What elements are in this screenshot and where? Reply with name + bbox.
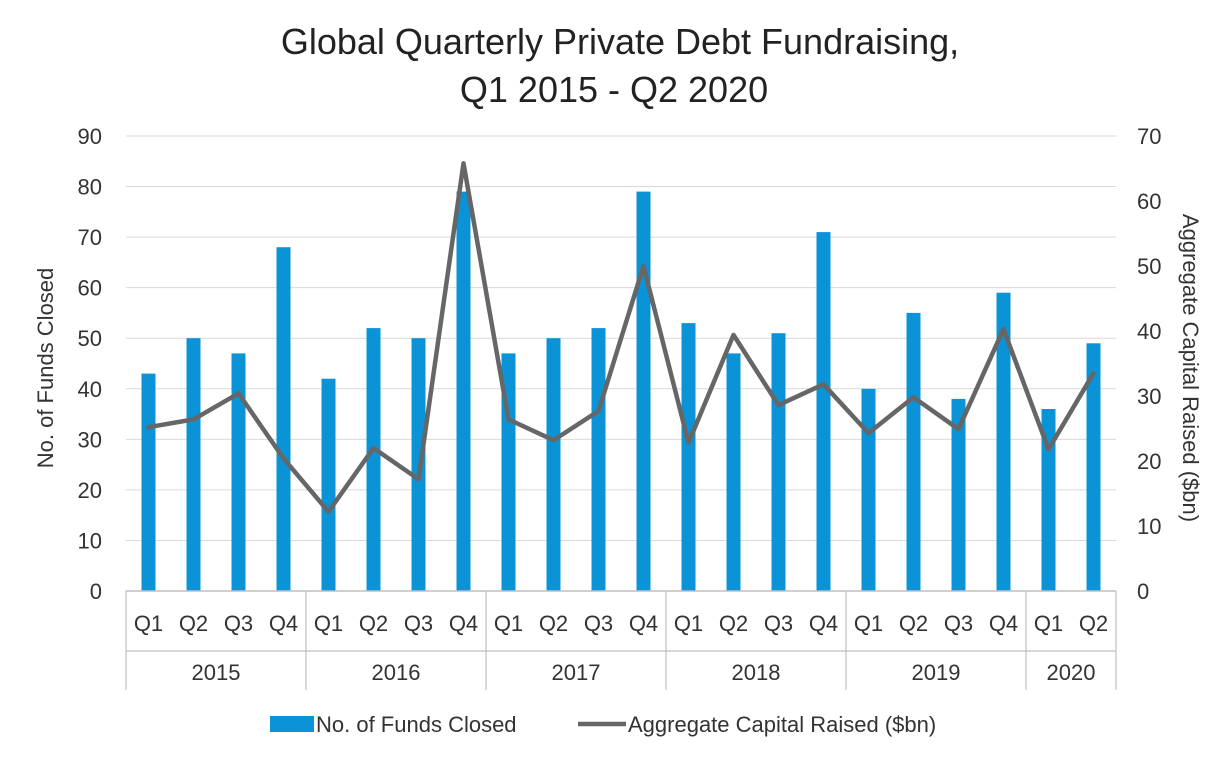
year-label: 2015	[192, 660, 241, 685]
right-tick-label: 0	[1137, 579, 1149, 604]
quarter-label: Q3	[224, 611, 253, 636]
bar-funds-closed	[861, 388, 876, 591]
left-tick-label: 60	[78, 276, 102, 301]
quarter-label: Q2	[179, 611, 208, 636]
chart-title: Global Quarterly Private Debt Fundraisin…	[281, 21, 959, 110]
quarter-label: Q3	[584, 611, 613, 636]
right-tick-label: 20	[1137, 449, 1161, 474]
quarter-label: Q2	[719, 611, 748, 636]
quarter-label: Q2	[1079, 611, 1108, 636]
right-tick-label: 50	[1137, 254, 1161, 279]
right-tick-label: 10	[1137, 514, 1161, 539]
bar-funds-closed	[636, 191, 651, 591]
legend-bar-swatch	[270, 716, 314, 732]
quarter-label: Q3	[764, 611, 793, 636]
right-tick-label: 40	[1137, 319, 1161, 344]
legend-bar-label: No. of Funds Closed	[316, 712, 517, 737]
bar-funds-closed	[366, 328, 381, 591]
left-tick-label: 80	[78, 175, 102, 200]
quarter-label: Q4	[629, 611, 658, 636]
year-label: 2016	[372, 660, 421, 685]
left-tick-label: 70	[78, 225, 102, 250]
line-series-capital-raised	[146, 161, 1096, 514]
chart-title-line-1: Global Quarterly Private Debt Fundraisin…	[281, 21, 959, 62]
quarter-label: Q3	[944, 611, 973, 636]
left-tick-label: 10	[78, 528, 102, 553]
left-tick-label: 20	[78, 478, 102, 503]
year-label: 2020	[1047, 660, 1096, 685]
chart-title-line-2: Q1 2015 - Q2 2020	[460, 69, 768, 110]
right-axis-label: Aggregate Capital Raised ($bn)	[1178, 214, 1203, 522]
quarter-label: Q1	[314, 611, 343, 636]
bar-funds-closed	[231, 353, 246, 591]
bar-funds-closed	[141, 373, 156, 591]
right-tick-label: 70	[1137, 124, 1161, 149]
bar-funds-closed	[591, 328, 606, 591]
quarter-label: Q1	[674, 611, 703, 636]
bar-funds-closed	[456, 191, 471, 591]
legend-line-label: Aggregate Capital Raised ($bn)	[628, 712, 936, 737]
left-tick-label: 30	[78, 427, 102, 452]
quarter-label: Q1	[854, 611, 883, 636]
left-tick-label: 40	[78, 377, 102, 402]
bar-funds-closed	[321, 378, 336, 591]
quarter-label: Q1	[134, 611, 163, 636]
x-axis-categories: Q1 Q2 Q3 Q4 Q1 Q2 Q3 Q4 Q1 Q2 Q3 Q4 Q1 Q2 Q3 Q4 Q1 Q2 Q3 Q4…	[134, 611, 1108, 685]
bar-funds-closed	[906, 312, 921, 591]
bar-series-funds-closed	[141, 191, 1101, 591]
bar-funds-closed	[771, 333, 786, 591]
quarter-label: Q4	[269, 611, 298, 636]
quarter-label: Q4	[809, 611, 838, 636]
bar-funds-closed	[276, 247, 291, 591]
left-tick-label: 50	[78, 326, 102, 351]
bar-funds-closed	[546, 338, 561, 591]
quarter-label: Q4	[449, 611, 478, 636]
bar-funds-closed	[726, 353, 741, 591]
line-capital-raised	[146, 161, 1096, 514]
bar-funds-closed	[501, 353, 516, 591]
year-label: 2017	[552, 660, 601, 685]
bar-funds-closed	[1086, 343, 1101, 591]
bar-funds-closed	[816, 232, 831, 591]
bar-funds-closed	[681, 323, 696, 591]
left-tick-label: 90	[78, 124, 102, 149]
quarter-label: Q3	[404, 611, 433, 636]
bar-funds-closed	[951, 398, 966, 591]
quarter-label: Q2	[539, 611, 568, 636]
bar-funds-closed	[186, 338, 201, 591]
quarter-label: Q2	[899, 611, 928, 636]
quarter-label: Q2	[359, 611, 388, 636]
bar-funds-closed	[996, 292, 1011, 591]
quarter-label: Q1	[494, 611, 523, 636]
right-tick-label: 60	[1137, 189, 1161, 214]
right-tick-label: 30	[1137, 384, 1161, 409]
year-label: 2019	[912, 660, 961, 685]
quarter-label: Q4	[989, 611, 1018, 636]
left-tick-label: 0	[90, 579, 102, 604]
quarter-label: Q1	[1034, 611, 1063, 636]
left-axis-label: No. of Funds Closed	[33, 268, 58, 469]
axes	[125, 590, 1117, 690]
year-label: 2018	[732, 660, 781, 685]
bar-funds-closed	[1041, 409, 1056, 591]
legend: No. of Funds Closed Aggregate Capital Ra…	[270, 712, 936, 737]
right-axis-ticks: 0 10 20 30 40 50 60 70	[1137, 124, 1161, 604]
left-axis-ticks: 0 10 20 30 40 50 60 70 80 90	[78, 124, 102, 604]
